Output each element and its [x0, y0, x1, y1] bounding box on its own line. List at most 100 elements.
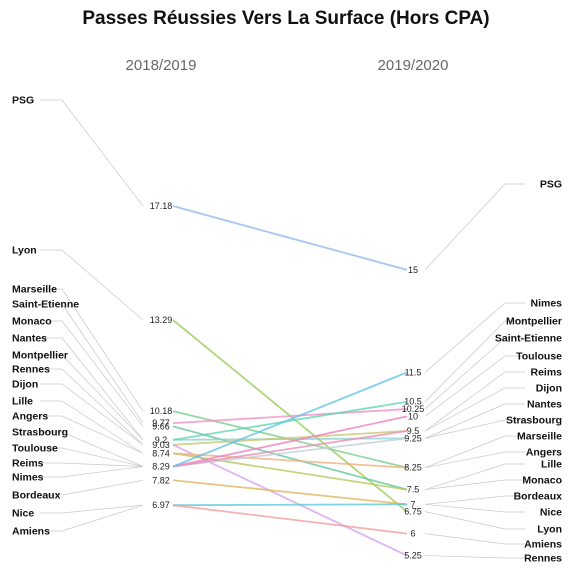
team-label-left-monaco: Monaco: [12, 316, 52, 328]
team-label-right-nice: Nice: [540, 507, 562, 519]
value-label-2018-lille: 8.74: [152, 448, 170, 458]
leader-line-right-bordeaux: [424, 495, 525, 505]
value-label-2019-rennes: 5.25: [404, 551, 422, 561]
team-label-right-strasbourg: Strasbourg: [506, 415, 562, 427]
value-label-2019-monaco: 7.5: [407, 485, 420, 495]
leader-line-right-marseille: [424, 435, 525, 468]
value-label-2019-montpellier: 10.5: [404, 397, 422, 407]
slope-line-lille: [172, 452, 408, 491]
slope-line-toulouse: [172, 415, 408, 468]
leader-line-left-saint-etienne: [40, 303, 144, 424]
team-label-right-angers: Angers: [526, 447, 562, 459]
leader-lines: [40, 99, 525, 559]
slope-line-bordeaux: [172, 479, 408, 506]
team-label-left-reims: Reims: [12, 458, 44, 470]
leader-line-left-lille: [40, 400, 144, 454]
leader-line-left-strasbourg: [40, 431, 144, 467]
leader-line-left-nantes: [40, 337, 144, 441]
leader-line-right-nimes: [424, 302, 525, 373]
chart-labels: PSG Lyon Marseille Saint-Etienne Monaco Nante…: [12, 95, 562, 565]
team-label-left-psg: PSG: [12, 95, 34, 107]
value-label-2019-psg: 15: [408, 265, 418, 275]
team-label-right-marseille: Marseille: [517, 431, 562, 443]
value-label-2019-bordeaux: 7: [410, 499, 415, 509]
team-label-right-montpellier: Montpellier: [506, 316, 562, 328]
leader-line-right-angers: [424, 451, 525, 469]
leader-line-left-dijon: [40, 383, 144, 446]
value-label-2019-nantes: 9.25: [404, 433, 422, 443]
slope-line-dijon: [172, 430, 408, 446]
slope-line-psg: [172, 205, 408, 271]
leader-line-left-nice: [40, 504, 144, 514]
team-label-left-saint-etienne: Saint-Etienne: [12, 299, 79, 311]
leader-line-right-nice: [424, 503, 525, 513]
team-label-right-lyon: Lyon: [537, 524, 562, 536]
value-label-2019-nimes: 11.5: [405, 367, 422, 377]
slope-line-nantes: [172, 437, 408, 441]
value-label-2019-marseille: 8.25: [404, 463, 422, 473]
value-label-2018-monaco: 9.66: [152, 421, 170, 431]
team-label-right-monaco: Monaco: [522, 475, 562, 487]
leader-line-left-marseille: [40, 288, 144, 412]
slope-line-nice: [172, 503, 408, 507]
leader-line-left-bordeaux: [40, 479, 144, 496]
slope-line-amiens: [172, 504, 408, 535]
team-label-left-strasbourg: Strasbourg: [12, 427, 68, 439]
leader-line-right-rennes: [424, 555, 525, 559]
value-label-2018-psg: 17.18: [150, 201, 173, 211]
team-label-right-amiens: Amiens: [524, 539, 562, 551]
leader-line-right-lille: [424, 463, 525, 490]
leader-line-right-amiens: [424, 533, 525, 545]
team-label-left-lyon: Lyon: [12, 245, 37, 257]
value-label-2018-bordeaux: 7.82: [152, 475, 170, 485]
value-label-2018-lyon: 13.29: [150, 315, 173, 325]
team-label-right-saint-etienne: Saint-Etienne: [495, 333, 562, 345]
slope-line-strasbourg: [172, 437, 408, 468]
value-label-2018-rennes: 9.03: [152, 440, 170, 450]
team-label-right-toulouse: Toulouse: [516, 351, 562, 363]
chart-title: Passes Réussies Vers La Surface (Hors CP…: [82, 8, 489, 29]
value-label-2019-dijon: 9.5: [407, 426, 420, 436]
team-label-left-toulouse: Toulouse: [12, 443, 58, 455]
leader-line-right-lyon: [424, 511, 525, 530]
team-label-left-nantes: Nantes: [12, 333, 47, 345]
team-label-left-marseille: Marseille: [12, 284, 57, 296]
team-label-left-montpellier: Montpellier: [12, 350, 68, 362]
team-label-right-dijon: Dijon: [536, 383, 562, 395]
leader-line-left-monaco: [40, 320, 144, 427]
team-label-right-bordeaux: Bordeaux: [514, 491, 563, 503]
leader-line-right-strasbourg: [424, 419, 525, 439]
team-label-left-bordeaux: Bordeaux: [12, 490, 61, 502]
leader-line-left-rennes: [40, 368, 144, 446]
value-label-2019-toulouse: 10: [408, 411, 418, 421]
leader-line-right-montpellier: [424, 320, 525, 402]
value-label-2018-strasbourg: 8.29: [152, 462, 170, 472]
leader-line-right-psg: [424, 183, 525, 271]
team-label-left-amiens: Amiens: [12, 526, 50, 538]
slope-line-montpellier: [172, 400, 408, 441]
team-label-right-nimes: Nimes: [530, 298, 562, 310]
slope-lines: [172, 205, 408, 557]
value-label-2019-lyon: 6.75: [404, 507, 422, 517]
team-label-left-dijon: Dijon: [12, 379, 38, 391]
leader-line-left-montpellier: [40, 354, 144, 441]
value-label-2019-saint-etienne: 10.25: [402, 404, 425, 414]
leader-line-right-saint-etienne: [424, 337, 525, 410]
value-label-2018-saint-etienne: 9.77: [152, 418, 170, 428]
slope-line-angers: [172, 452, 408, 469]
leader-line-left-lyon: [40, 249, 144, 321]
leader-line-left-amiens: [40, 504, 144, 532]
slope-line-saint-etienne: [172, 408, 408, 425]
leader-line-left-psg: [40, 99, 144, 207]
team-label-right-psg: PSG: [540, 179, 562, 191]
slope-line-monaco: [172, 425, 408, 491]
team-label-right-nantes: Nantes: [527, 399, 562, 411]
leader-line-right-dijon: [424, 387, 525, 432]
slope-line-rennes: [172, 444, 408, 557]
season-label-left: 2018/2019: [126, 57, 197, 74]
season-label-right: 2019/2020: [378, 57, 449, 74]
leader-line-left-reims: [40, 462, 144, 467]
leader-line-right-monaco: [424, 479, 525, 490]
team-label-left-lille: Lille: [12, 396, 33, 408]
